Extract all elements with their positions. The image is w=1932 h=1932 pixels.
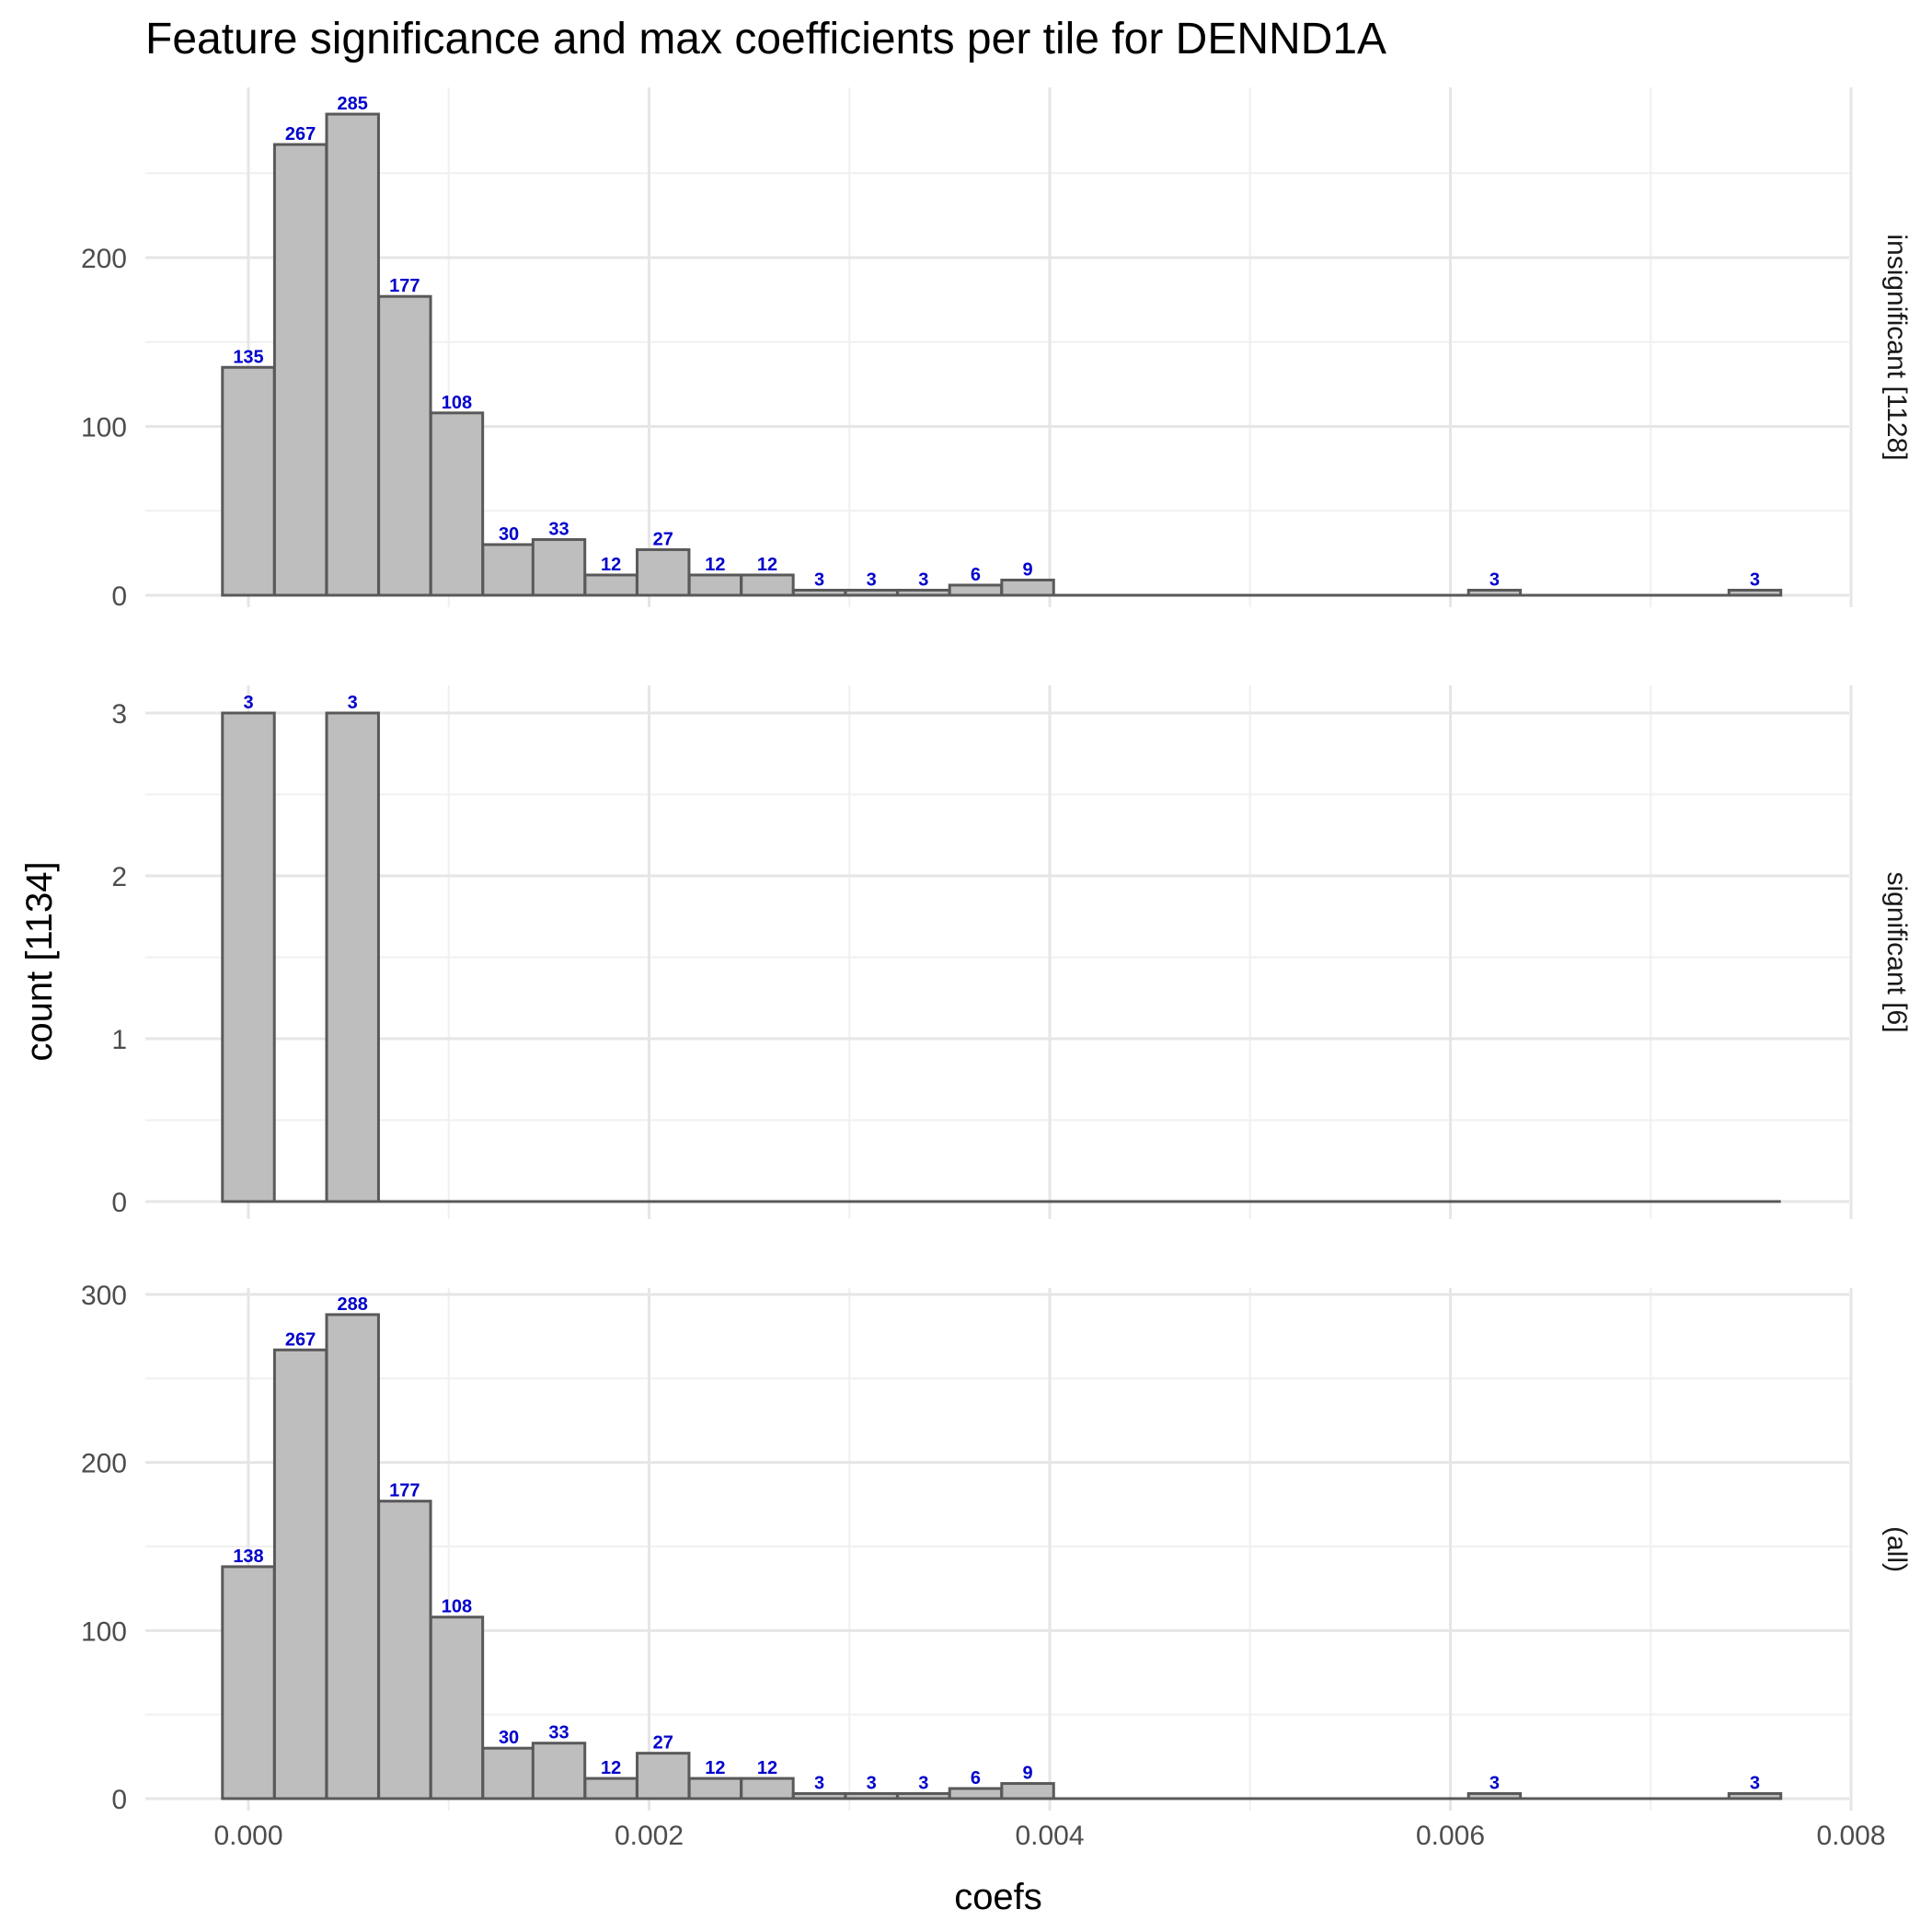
histogram-bar	[221, 711, 276, 1203]
bar-count-label: 3	[1489, 1774, 1500, 1794]
bar-count-label: 288	[338, 1294, 368, 1315]
bar-count-label: 138	[233, 1547, 263, 1567]
histogram-bar	[221, 1565, 276, 1800]
y-tick-label: 2	[111, 862, 127, 892]
x-tick-label: 0.006	[1416, 1821, 1485, 1851]
histogram-bar	[948, 583, 1004, 597]
y-tick-label: 200	[81, 1449, 127, 1479]
y-tick-label: 200	[81, 244, 127, 274]
histogram-bar	[325, 711, 380, 1203]
facet-panel: 0 1 2 3 3 3 significant [6]	[111, 685, 1912, 1219]
histogram-bar	[687, 1777, 743, 1800]
y-tick-label: 3	[111, 699, 127, 730]
y-tick-label: 100	[81, 1616, 127, 1647]
x-tick-label: 0.002	[615, 1821, 684, 1851]
y-tick-label: 0	[111, 1188, 127, 1218]
bar-count-label: 27	[653, 529, 673, 549]
bar-count-label: 12	[705, 555, 725, 575]
bar-count-label: 30	[499, 1728, 519, 1748]
x-axis-ticks: 0.000 0.002 0.004 0.006 0.008	[213, 1821, 1885, 1851]
bar-count-label: 177	[389, 276, 420, 296]
bar-count-label: 3	[1750, 569, 1760, 590]
histogram-bar	[531, 537, 587, 597]
y-tick-label: 1	[111, 1025, 127, 1055]
histogram-bar	[325, 1313, 380, 1800]
bar-count-label: 3	[1489, 569, 1500, 590]
histogram-bar	[481, 543, 536, 597]
facet-strip-label: significant [6]	[1881, 871, 1912, 1032]
chart-title: Feature significance and max coefficient…	[145, 15, 1386, 63]
histogram-bar	[1000, 578, 1055, 597]
histogram-bar	[740, 1777, 795, 1800]
histogram-bar	[377, 294, 432, 597]
bar-count-label: 12	[757, 555, 777, 575]
bar-count-label: 9	[1022, 559, 1032, 580]
y-tick-label: 300	[81, 1281, 127, 1311]
y-axis-title: count [1134]	[19, 861, 60, 1061]
bar-count-label: 3	[918, 1774, 928, 1794]
facet-strip-label: (all)	[1881, 1526, 1912, 1572]
bar-count-label: 3	[243, 693, 253, 713]
bar-count-label: 3	[814, 569, 824, 590]
x-axis-title: coefs	[954, 1877, 1042, 1917]
bar-count-label: 267	[285, 124, 316, 144]
histogram-bar	[221, 365, 276, 597]
bar-count-label: 12	[705, 1758, 725, 1778]
y-tick-label: 0	[111, 1785, 127, 1815]
histogram-bar	[740, 573, 795, 597]
histogram-bar	[948, 1787, 1004, 1800]
bar-count-label: 33	[548, 519, 569, 539]
y-tick-label: 0	[111, 581, 127, 612]
histogram-bar	[531, 1742, 587, 1800]
bar-count-label: 3	[1750, 1774, 1760, 1794]
histogram-bar	[583, 573, 638, 597]
bar-count-label: 135	[233, 347, 263, 367]
histogram-bar	[687, 573, 743, 597]
histogram-bar	[377, 1500, 432, 1800]
bar-count-label: 267	[285, 1329, 316, 1350]
histogram-bar	[481, 1746, 536, 1800]
bar-count-label: 108	[442, 1597, 472, 1617]
bar-count-label: 6	[971, 565, 981, 585]
histogram-bar	[325, 112, 380, 597]
bar-count-label: 3	[348, 693, 358, 713]
bar-count-label: 108	[442, 393, 472, 413]
histogram-bar	[272, 143, 328, 597]
bar-count-label: 30	[499, 524, 519, 545]
x-tick-label: 0.008	[1816, 1821, 1885, 1851]
bar-count-label: 33	[548, 1723, 569, 1743]
histogram-bar	[1000, 1782, 1055, 1800]
bar-count-label: 9	[1022, 1764, 1032, 1784]
facet-strip-label: insignificant [1128]	[1881, 234, 1912, 460]
bar-count-label: 3	[814, 1774, 824, 1794]
bar-count-label: 12	[601, 555, 621, 575]
y-tick-label: 100	[81, 413, 127, 443]
histogram-bar	[272, 1348, 328, 1800]
bar-count-label: 3	[867, 1774, 877, 1794]
histogram-bar	[636, 1752, 691, 1800]
histogram-bar	[583, 1777, 638, 1800]
bar-count-label: 12	[601, 1758, 621, 1778]
bar-count-label: 285	[338, 94, 368, 114]
bar-count-label: 3	[867, 569, 877, 590]
histogram-bar	[636, 547, 691, 597]
histogram-bar	[429, 411, 485, 597]
histogram-bar	[429, 1616, 485, 1800]
bar-count-label: 177	[389, 1481, 420, 1501]
bar-count-label: 27	[653, 1733, 673, 1754]
x-tick-label: 0.004	[1015, 1821, 1084, 1851]
bar-count-label: 6	[971, 1768, 981, 1788]
x-tick-label: 0.000	[213, 1821, 282, 1851]
bar-count-label: 12	[757, 1758, 777, 1778]
bar-count-label: 3	[918, 569, 928, 590]
